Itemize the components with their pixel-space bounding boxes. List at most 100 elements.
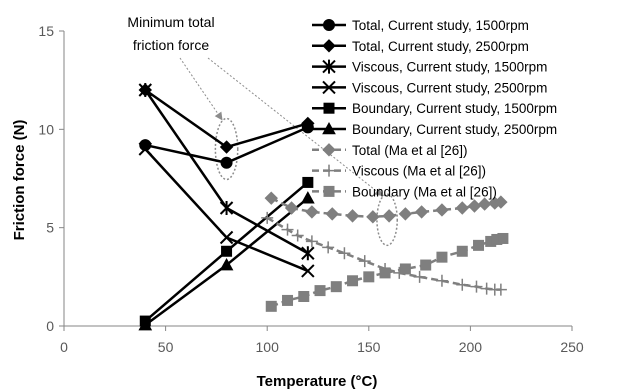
series-viscous-current-study-2500rpm	[138, 142, 315, 278]
y-tick-label: 10	[38, 121, 54, 137]
data-point	[301, 116, 315, 131]
data-point	[219, 201, 234, 215]
legend-label: Total, Current study, 1500rpm	[352, 18, 529, 33]
y-axis-title: Friction force (N)	[11, 120, 28, 241]
legend-marker	[323, 185, 335, 197]
legend-marker	[322, 143, 336, 157]
series-line	[144, 89, 309, 255]
legend-label: Boundary, Current study, 2500rpm	[352, 122, 557, 137]
legend-label: Total (Ma et al [26])	[352, 143, 468, 158]
plot-series	[138, 83, 509, 331]
data-point	[494, 283, 507, 296]
data-point	[219, 140, 234, 154]
annotation-arrowhead	[374, 188, 384, 197]
data-point	[358, 255, 371, 268]
data-point	[470, 280, 483, 293]
data-point	[467, 199, 482, 213]
annotation: Minimum total friction force	[127, 14, 398, 247]
data-point	[302, 176, 314, 188]
legend-label: Boundary (Ma et al [26])	[352, 184, 497, 199]
data-point	[382, 209, 396, 223]
data-point	[220, 156, 233, 169]
legend-marker	[323, 164, 335, 177]
annotation-highlight-ellipse	[376, 193, 398, 247]
data-point	[219, 258, 234, 271]
data-point	[138, 142, 152, 156]
y-tick-label: 0	[46, 318, 54, 334]
series-viscous-ma-et-al-26	[261, 211, 507, 296]
data-point	[305, 205, 319, 219]
data-point	[338, 247, 351, 260]
x-tick-label: 150	[357, 339, 381, 355]
data-point	[477, 197, 492, 211]
series-total-current-study-1500rpm	[139, 121, 314, 169]
x-tick-label: 0	[60, 339, 68, 355]
legend-marker	[322, 59, 336, 74]
data-point	[322, 241, 335, 254]
data-point	[456, 278, 469, 291]
data-point	[455, 201, 469, 215]
data-point	[435, 274, 448, 287]
legend-label: Boundary, Current study, 1500rpm	[352, 101, 557, 116]
annotation-text-line: friction force	[133, 37, 209, 53]
data-point	[363, 271, 375, 283]
data-point	[399, 263, 411, 275]
legend-item: Total (Ma et al [26])	[312, 143, 468, 158]
data-point	[436, 251, 448, 263]
legend-marker	[323, 19, 335, 31]
data-point	[301, 246, 315, 261]
legend-label: Viscous (Ma et al [26])	[352, 164, 486, 179]
data-point	[265, 300, 277, 312]
data-point	[494, 195, 508, 209]
data-point	[291, 229, 304, 242]
y-tick-label: 15	[38, 23, 54, 39]
data-point	[330, 281, 342, 293]
data-point	[282, 294, 294, 306]
series-boundary-ma-et-al-26	[265, 232, 509, 312]
legend-item: Total, Current study, 2500rpm	[312, 39, 529, 54]
data-point	[301, 264, 315, 278]
x-tick-label: 200	[459, 339, 483, 355]
annotation-pointer-line	[179, 57, 223, 121]
x-tick-label: 250	[560, 339, 584, 355]
data-point	[264, 191, 278, 205]
y-tick-label: 5	[46, 220, 54, 236]
x-tick-label: 100	[256, 339, 280, 355]
data-point	[347, 275, 359, 287]
legend-marker	[323, 102, 335, 114]
data-point	[138, 83, 152, 97]
data-point	[413, 270, 426, 283]
data-point	[298, 291, 310, 302]
series-line	[270, 237, 504, 308]
data-point	[325, 207, 339, 221]
data-point	[345, 209, 360, 223]
data-point	[473, 239, 485, 251]
data-point	[379, 267, 391, 279]
legend-marker	[322, 121, 336, 135]
legend-item: Viscous (Ma et al [26])	[312, 164, 486, 179]
legend-item: Total, Current study, 1500rpm	[312, 18, 529, 33]
legend-label: Total, Current study, 2500rpm	[352, 39, 529, 54]
data-point	[281, 223, 294, 236]
data-point	[261, 211, 274, 224]
data-point	[219, 230, 234, 245]
legend-marker	[322, 80, 336, 95]
data-point	[221, 245, 233, 257]
data-point	[300, 191, 315, 204]
data-point	[284, 201, 299, 215]
series-boundary-current-study-2500rpm	[138, 191, 315, 331]
series-viscous-current-study-1500rpm	[138, 83, 315, 261]
data-point	[420, 259, 432, 271]
legend-label: Viscous, Current study, 1500rpm	[352, 60, 547, 75]
legend-item: Boundary, Current study, 1500rpm	[312, 101, 557, 116]
annotation-highlight-ellipse	[214, 117, 239, 181]
data-point	[305, 235, 318, 248]
data-point	[497, 232, 509, 244]
legend-item: Viscous, Current study, 1500rpm	[312, 60, 547, 75]
legend-item: Viscous, Current study, 2500rpm	[312, 80, 547, 95]
legend-item: Boundary (Ma et al [26])	[312, 184, 497, 199]
legend: Total, Current study, 1500rpm Total, Curr…	[312, 18, 557, 199]
